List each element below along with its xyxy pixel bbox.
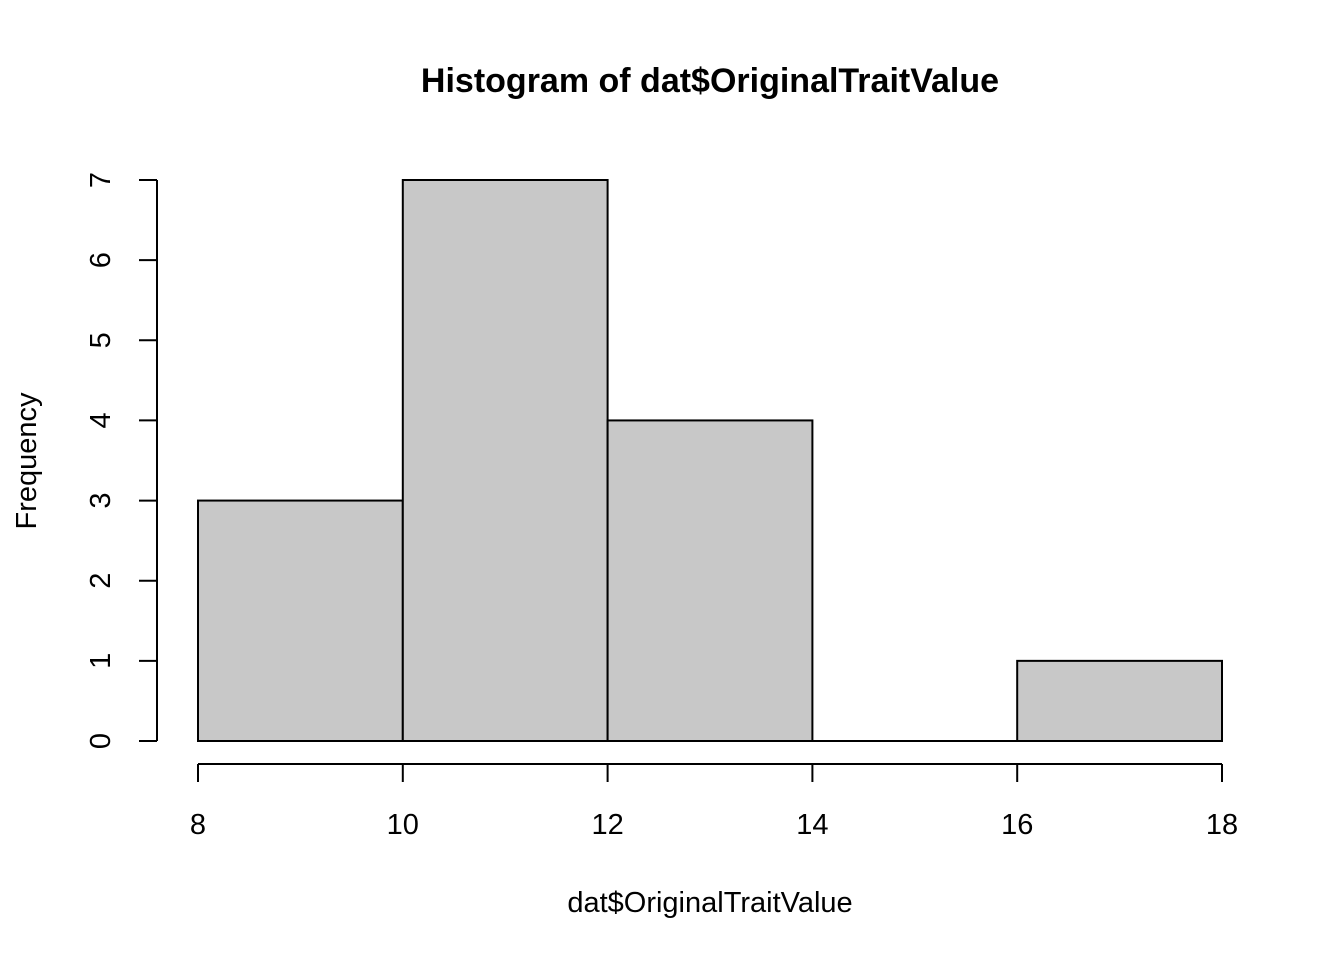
histogram-bar-0 <box>197 499 404 743</box>
y-axis: 0 1 2 3 4 5 6 7 <box>85 172 158 749</box>
x-tick-label-4: 16 <box>1001 809 1033 841</box>
x-axis: 8 10 12 14 16 18 <box>190 763 1238 841</box>
y-tick-label-5: 5 <box>85 332 117 348</box>
x-tick-label-5: 18 <box>1206 809 1238 841</box>
chart-title: Histogram of dat$OriginalTraitValue <box>421 62 999 100</box>
histogram-bar-1 <box>401 179 609 742</box>
y-tick-label-2: 2 <box>85 573 117 589</box>
y-tick-label-3: 3 <box>85 493 117 509</box>
histogram-bar-2 <box>606 419 814 742</box>
x-tick-label-0: 8 <box>190 809 206 841</box>
y-tick-label-0: 0 <box>85 733 117 749</box>
y-axis-label: Frequency <box>11 392 43 530</box>
x-axis-label: dat$OriginalTraitValue <box>567 887 852 919</box>
x-tick-label-2: 12 <box>591 809 623 841</box>
bars-group <box>197 179 1224 743</box>
x-tick-label-1: 10 <box>387 809 419 841</box>
histogram-bar-4 <box>1016 659 1224 742</box>
y-tick-label-7: 7 <box>85 172 117 188</box>
y-tick-label-1: 1 <box>85 653 117 669</box>
x-tick-label-3: 14 <box>796 809 828 841</box>
y-tick-label-4: 4 <box>85 412 117 428</box>
y-tick-label-6: 6 <box>85 252 117 268</box>
